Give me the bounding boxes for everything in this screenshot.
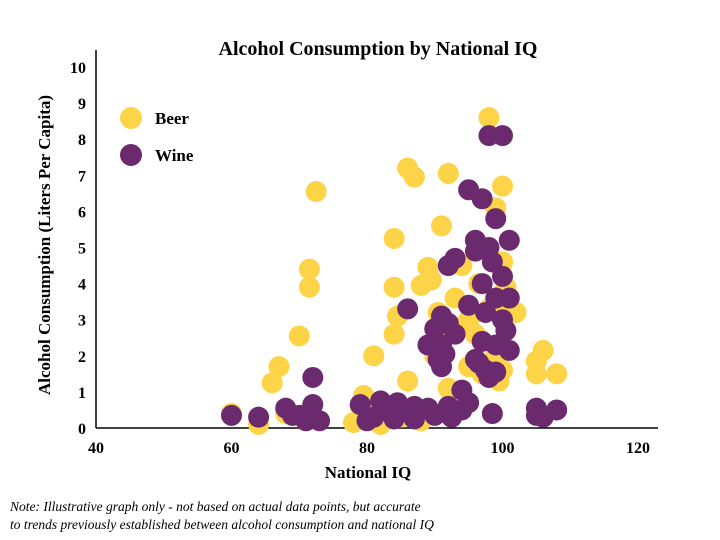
y-tick-label: 5 (78, 241, 86, 258)
data-point-wine (221, 404, 242, 426)
data-point-wine (302, 394, 324, 416)
y-tick-label: 10 (70, 60, 86, 77)
data-points (221, 107, 568, 435)
data-point-beer (298, 276, 320, 298)
legend-label-beer: Beer (155, 109, 189, 128)
data-point-beer (437, 162, 459, 184)
data-point-beer (261, 372, 283, 394)
data-point-wine (471, 188, 493, 210)
y-axis-label: Alcohol Consumption (Liters Per Capita) (35, 95, 54, 395)
chart-title: Alcohol Consumption by National IQ (219, 38, 538, 60)
y-tick-labels: 0 1 2 3 4 5 6 7 8 9 10 (70, 60, 86, 438)
data-point-beer (383, 323, 405, 345)
x-axis-label: National IQ (325, 463, 411, 482)
data-point-beer (546, 363, 568, 385)
data-point-wine (458, 294, 480, 316)
data-point-beer (397, 370, 419, 392)
data-point-wine (498, 287, 520, 309)
note-line-2: to trends previously established between… (10, 517, 434, 532)
legend: Beer Wine (120, 107, 194, 166)
legend-marker-beer (120, 107, 142, 129)
data-point-wine (349, 394, 371, 416)
data-point-wine (248, 406, 270, 428)
data-point-wine (485, 208, 507, 230)
data-point-wine (444, 247, 466, 269)
y-tick-label: 8 (78, 132, 86, 149)
data-point-wine (397, 298, 419, 320)
data-point-beer (532, 339, 554, 361)
data-point-wine (498, 229, 520, 251)
legend-label-wine: Wine (155, 146, 194, 165)
x-tick-label: 100 (491, 440, 515, 457)
legend-marker-wine (120, 144, 142, 166)
y-tick-label: 0 (78, 421, 86, 438)
x-tick-labels: 40 60 80 100 120 (88, 440, 650, 457)
data-point-wine (485, 361, 507, 383)
data-point-beer (288, 325, 310, 347)
y-tick-label: 4 (78, 277, 86, 294)
note-line-1: Note: Illustrative graph only - not base… (10, 499, 421, 514)
data-point-wine (492, 265, 513, 287)
data-point-wine (492, 125, 513, 147)
data-point-wine (444, 323, 466, 345)
data-point-wine (458, 392, 480, 414)
data-point-beer (383, 276, 405, 298)
x-tick-label: 120 (626, 440, 650, 457)
y-tick-label: 6 (78, 204, 86, 221)
y-tick-label: 3 (78, 313, 86, 330)
data-point-beer (268, 356, 290, 378)
data-point-wine (495, 320, 517, 342)
y-tick-label: 1 (78, 385, 86, 402)
data-point-beer (478, 107, 500, 129)
y-tick-label: 7 (78, 168, 86, 185)
data-point-beer (431, 215, 453, 237)
data-point-beer (383, 227, 405, 249)
data-point-beer (403, 166, 425, 188)
data-point-wine (434, 343, 456, 365)
data-point-wine (471, 273, 493, 295)
data-point-beer (420, 269, 442, 291)
data-point-wine (498, 339, 520, 361)
chart-note: Note: Illustrative graph only - not base… (10, 498, 434, 534)
y-tick-label: 9 (78, 96, 86, 113)
x-tick-label: 40 (88, 440, 104, 457)
data-point-wine (309, 410, 331, 432)
x-tick-label: 60 (224, 440, 240, 457)
data-point-wine (302, 366, 324, 388)
y-tick-label: 2 (78, 349, 86, 366)
data-point-wine (481, 403, 503, 425)
data-point-beer (492, 175, 513, 197)
x-tick-label: 80 (359, 440, 375, 457)
data-point-beer (363, 345, 385, 367)
data-point-wine (546, 399, 568, 421)
data-point-beer (305, 181, 327, 203)
data-point-beer (298, 258, 320, 280)
